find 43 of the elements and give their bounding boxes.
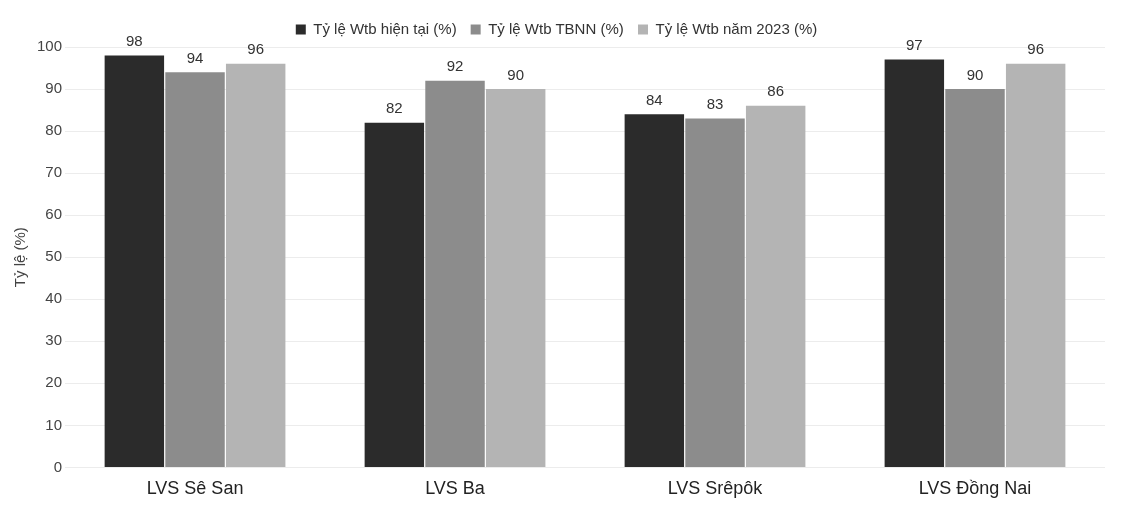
y-tick-label: 80	[45, 121, 63, 139]
bar	[624, 114, 685, 467]
y-tick-label: 70	[45, 163, 63, 181]
data-label: 97	[905, 36, 923, 54]
y-tick-label: 10	[45, 415, 63, 433]
data-label: 90	[966, 65, 984, 83]
data-label: 86	[767, 82, 785, 100]
x-tick-label: LVS Sê San	[146, 478, 244, 499]
legend-label: Tỷ lệ Wtb năm 2023 (%)	[655, 19, 818, 37]
data-label: 96	[247, 40, 265, 58]
y-tick-label: 40	[45, 289, 63, 307]
x-tick-label: LVS Ba	[425, 478, 486, 499]
legend-label: Tỷ lệ Wtb hiện tại (%)	[313, 19, 457, 37]
y-tick-label: 50	[45, 247, 63, 265]
bar	[364, 122, 425, 467]
bar	[225, 63, 286, 467]
bar	[165, 72, 225, 467]
bar	[884, 59, 945, 467]
data-label: 84	[646, 90, 663, 108]
bar	[945, 89, 1005, 467]
bar	[485, 89, 546, 467]
bar	[104, 55, 165, 467]
y-tick-label: 0	[53, 457, 63, 475]
data-label: 83	[706, 95, 724, 113]
y-tick-label: 60	[45, 205, 63, 223]
y-tick-label: 90	[45, 79, 63, 97]
data-label: 90	[507, 65, 525, 83]
data-label: 98	[126, 32, 143, 50]
x-tick-label: LVS Đồng Nai	[918, 478, 1032, 499]
bar	[685, 118, 745, 467]
data-label: 82	[386, 99, 403, 117]
data-label: 94	[186, 48, 204, 66]
bar	[425, 80, 485, 467]
x-tick-label: LVS Srêpôk	[667, 478, 764, 499]
y-tick-label: 100	[37, 37, 63, 55]
bar	[1005, 63, 1066, 467]
bar	[745, 105, 806, 467]
data-label: 96	[1027, 40, 1045, 58]
legend-label: Tỷ lệ Wtb TBNN (%)	[488, 19, 624, 37]
y-axis-title: Tỷ lệ (%)	[11, 227, 29, 288]
y-tick-label: 20	[45, 373, 63, 391]
data-label: 92	[446, 57, 464, 75]
y-tick-label: 30	[45, 331, 63, 349]
